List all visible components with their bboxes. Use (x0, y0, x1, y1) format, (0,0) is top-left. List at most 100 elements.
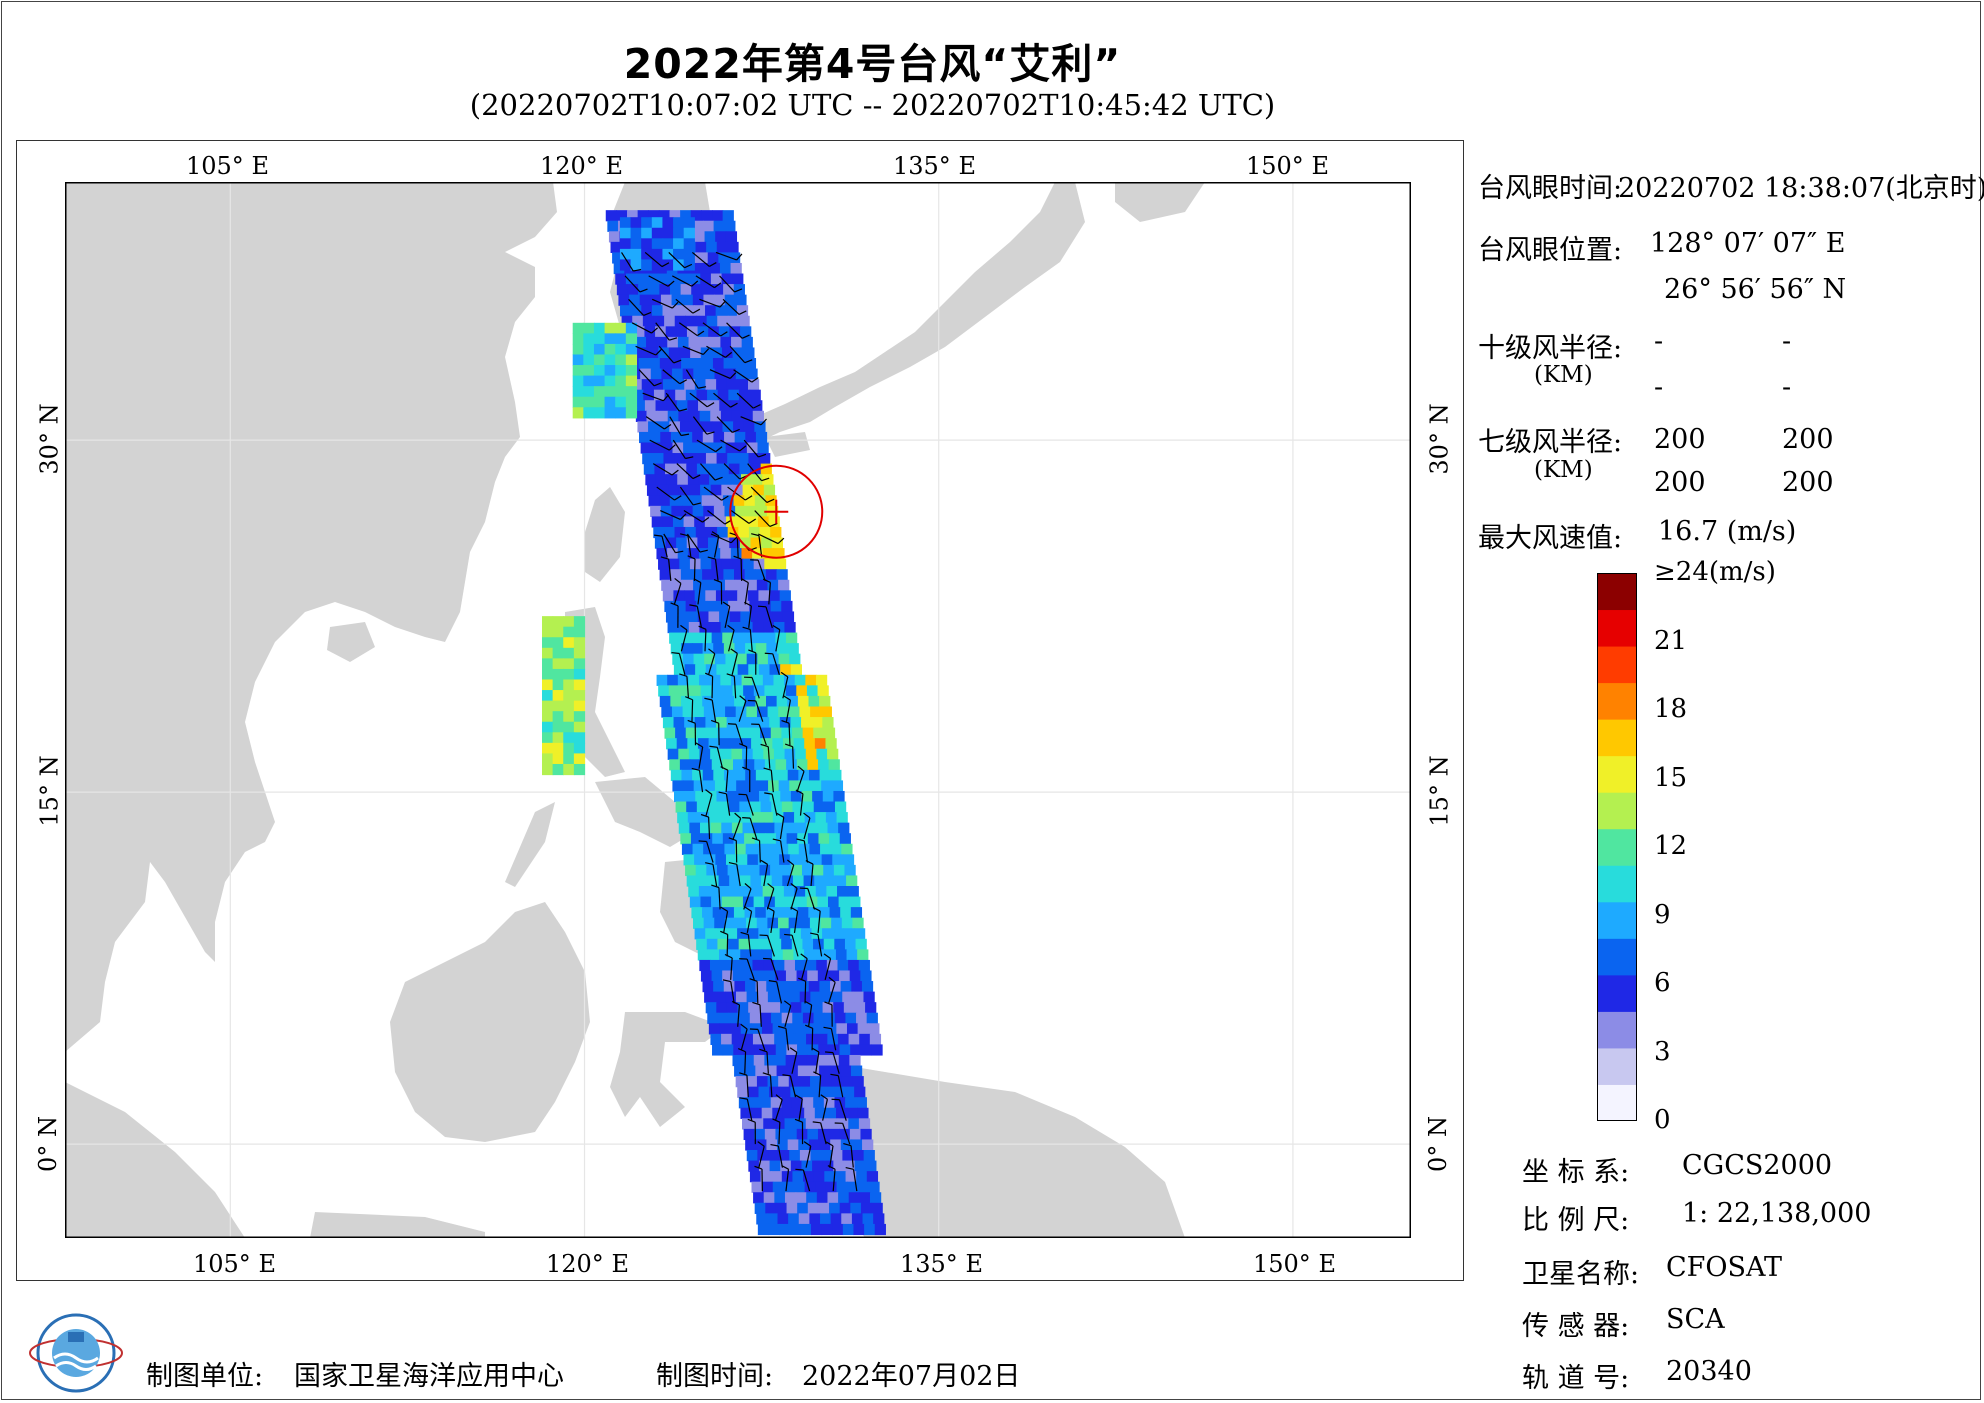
wind-cell (702, 643, 714, 655)
wind-cell (648, 284, 660, 296)
wind-barb (767, 746, 771, 769)
wind-cell (583, 354, 595, 366)
wind-cell (625, 333, 638, 345)
wind-cell (845, 1097, 857, 1109)
wind-cell (745, 505, 757, 517)
wind-cell (625, 386, 638, 398)
wind-cell (760, 801, 772, 813)
wind-barb-flag (734, 812, 742, 819)
wind-cell (832, 1223, 844, 1236)
wind-cell (660, 505, 672, 517)
wind-barb (765, 606, 773, 629)
wind-cell (710, 410, 722, 422)
wind-cell (759, 453, 771, 465)
wind-cell (820, 706, 832, 718)
wind-cell (728, 938, 740, 950)
wind-cell (572, 375, 584, 387)
wind-cell (754, 970, 766, 982)
wind-cell (688, 336, 700, 349)
wind-cell (682, 368, 694, 380)
wind-cell (796, 1054, 808, 1067)
wind-cell (861, 981, 874, 993)
wind-cell (776, 695, 788, 708)
wind-cell (813, 938, 825, 950)
wind-cell (651, 227, 664, 239)
wind-cell (716, 790, 728, 803)
wind-barb-flag (698, 386, 707, 389)
wind-cell (795, 1192, 807, 1204)
wind-cell (583, 333, 595, 345)
wind-cell (573, 742, 586, 755)
wind-cell (692, 843, 704, 855)
wind-cell (668, 685, 681, 697)
wind-barb (842, 1123, 851, 1145)
wind-cell (563, 626, 575, 638)
wind-cell (846, 1107, 858, 1119)
typhoon-eye-marker (729, 464, 824, 559)
wind-cell (734, 1065, 746, 1077)
wind-cell (860, 970, 872, 982)
wind-cell (737, 590, 749, 602)
wind-cell (782, 875, 794, 887)
wind-cell (702, 907, 714, 919)
wind-cell (635, 410, 648, 422)
wind-cell (698, 886, 711, 898)
wind-cell (664, 315, 676, 327)
wind-cell (816, 959, 828, 972)
wind-cell (608, 231, 621, 243)
wind-cell (717, 315, 729, 327)
colorbar-border (1597, 573, 1637, 1121)
wind-cell (790, 664, 802, 676)
wind-cell (739, 537, 752, 549)
wind-cell (775, 1202, 788, 1214)
wind-cell (680, 569, 693, 581)
wind-barb (766, 1051, 769, 1074)
wind-barb-flag (681, 433, 690, 437)
wind-barb (754, 510, 771, 527)
wind-cell (757, 991, 769, 1003)
wind-cell (823, 864, 835, 877)
wind-cell (542, 616, 554, 628)
colorbar-segment (1597, 755, 1637, 793)
wind-cell (725, 780, 737, 792)
wind-cell (756, 917, 768, 929)
wind-cell (677, 474, 689, 486)
wind-cell (673, 248, 685, 261)
wind-barb (744, 582, 749, 605)
wind-cell (819, 1065, 831, 1077)
wind-cell (593, 322, 606, 334)
wind-barb (802, 1169, 811, 1192)
wind-cell (680, 284, 692, 296)
wind-cell (828, 759, 840, 771)
wind-barb-flag (670, 602, 679, 607)
wind-cell (837, 959, 849, 972)
wind-barb (768, 582, 771, 605)
wind-cell (871, 1202, 883, 1214)
wind-cell (786, 632, 798, 644)
wind-cell (781, 727, 793, 739)
wind-cell (824, 801, 836, 813)
wind-cell (795, 822, 807, 834)
wind-cell (839, 1044, 851, 1056)
wind-cell (801, 717, 813, 729)
wind-cell (772, 949, 784, 961)
wind-cell (740, 949, 752, 961)
wind-cell (694, 305, 706, 317)
sensor-label: 传 感 器: (1522, 1311, 1630, 1342)
wind-barb-flag (739, 743, 747, 748)
wind-cell (736, 780, 748, 792)
wind-cell (722, 970, 734, 982)
wind-barb-flag (790, 883, 798, 889)
wind-cell (748, 1002, 760, 1014)
wind-cell (691, 907, 703, 919)
wind-barb-flag (803, 812, 811, 819)
wind-cell (662, 259, 674, 271)
wind-barb-flag (711, 884, 720, 889)
wind-cell (747, 717, 760, 729)
wind-cell (754, 1202, 766, 1214)
wind-cell (697, 949, 709, 961)
wind-barb-flag (789, 1047, 798, 1053)
wind-barb (803, 840, 809, 863)
wind-cell (688, 622, 701, 634)
wind-cell (802, 1097, 814, 1109)
